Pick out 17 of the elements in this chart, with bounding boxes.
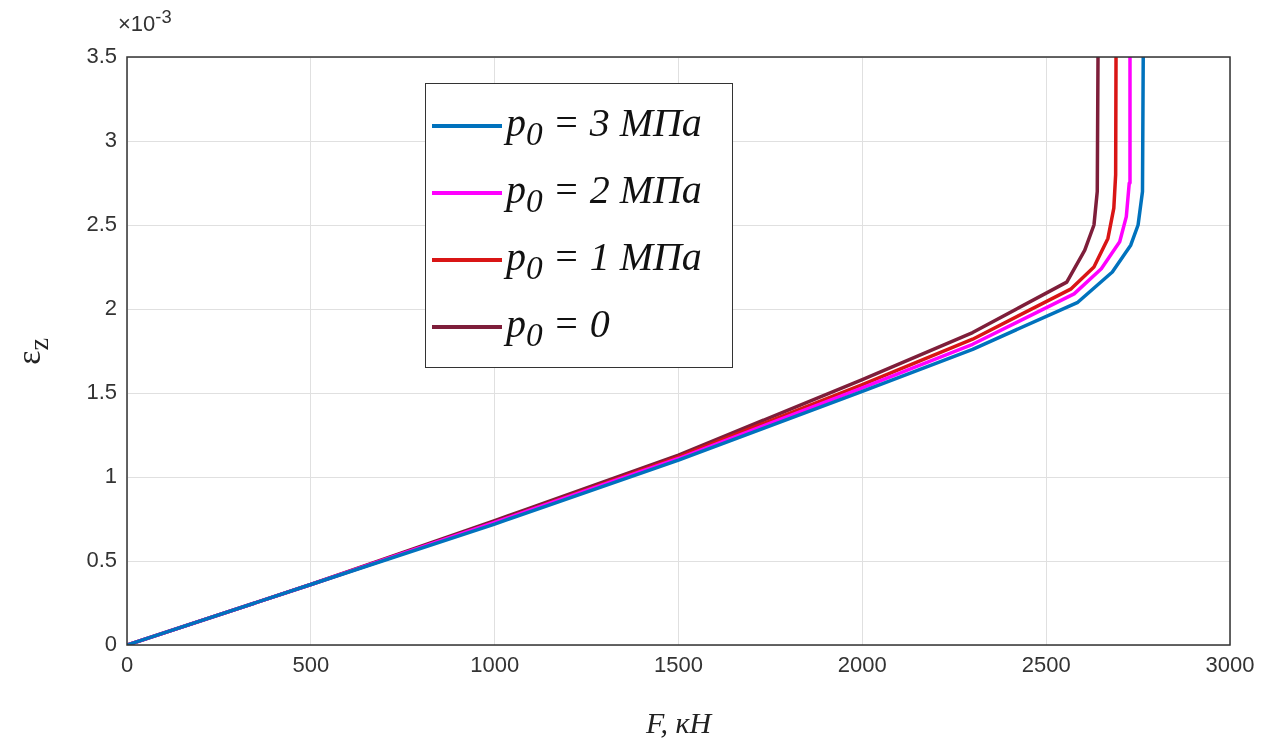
y-tick-label: 0 <box>104 631 117 657</box>
y-tick-label: 0.5 <box>86 547 117 573</box>
x-tick-label: 2500 <box>1021 652 1071 678</box>
x-tick-label: 1500 <box>654 652 703 678</box>
y-tick-label: 1 <box>104 463 117 489</box>
y-tick-label: 3.5 <box>86 43 117 69</box>
x-tick-label: 500 <box>292 652 330 678</box>
y-tick-label: 2.5 <box>86 211 117 237</box>
y-tick-label: 2 <box>104 295 117 321</box>
x-tick-label: 0 <box>120 652 134 678</box>
text: ×10$^{-3}$ <box>118 6 172 38</box>
x-tick-label: 1000 <box>470 652 520 678</box>
y-tick-label: 1.5 <box>86 379 117 405</box>
x-axis-title: F, кН <box>646 706 712 740</box>
x-tick-label: 3000 <box>1205 652 1255 678</box>
y-tick-label: 3 <box>104 127 117 153</box>
x-tick-label: 2000 <box>837 652 887 678</box>
